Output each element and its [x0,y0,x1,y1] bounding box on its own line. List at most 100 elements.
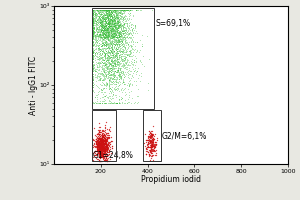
Point [109,66,113,69]
Point [96,46,101,49]
Point [131,59,136,62]
Point [110,46,114,49]
Point [101,147,106,150]
Point [114,36,118,39]
Point [98,149,103,152]
Point [101,140,106,143]
Point [102,63,107,66]
Point [108,50,113,53]
Point [117,10,122,14]
Point [118,34,122,37]
Point [122,18,126,21]
Point [102,20,107,23]
Point [94,55,99,58]
Point [116,20,121,24]
Point [109,39,114,42]
Point [113,64,118,67]
Point [107,73,112,76]
Point [111,63,116,66]
Point [117,33,122,36]
Point [100,63,105,67]
Point [98,137,102,140]
Point [118,32,123,35]
Point [117,22,122,26]
Point [117,35,122,38]
Point [105,81,110,84]
Point [152,144,157,147]
Point [115,35,120,39]
Point [117,77,122,81]
Point [97,138,101,141]
Point [92,29,97,32]
Point [97,138,102,141]
Point [102,69,106,73]
Point [108,73,113,76]
Point [103,101,108,104]
Point [90,18,95,22]
Point [103,76,108,79]
Point [118,22,123,25]
Point [99,8,104,11]
Point [101,48,106,51]
Point [108,26,112,30]
Point [109,71,113,74]
Point [104,22,109,25]
Point [121,8,126,11]
Point [90,20,95,23]
Point [103,24,108,28]
Point [121,69,125,72]
Point [106,8,111,11]
Point [98,130,103,133]
Point [122,22,126,25]
Point [128,72,132,76]
Point [107,85,112,88]
Point [100,147,105,150]
Point [109,47,114,50]
Point [97,150,102,153]
Point [108,55,113,58]
Point [107,21,112,24]
Point [114,47,119,50]
Point [94,10,99,13]
Point [90,18,95,21]
Point [99,138,103,141]
Point [103,149,107,153]
Point [109,54,113,57]
Point [109,72,113,76]
Point [107,17,112,20]
Point [148,145,153,149]
Point [115,35,119,38]
Point [116,68,121,71]
Point [100,25,105,28]
Point [105,63,110,66]
Point [125,8,130,11]
Point [103,49,107,52]
Point [101,154,106,158]
Point [109,40,113,43]
Point [98,35,103,39]
Point [115,82,120,85]
Point [103,56,108,59]
Point [92,70,97,73]
Point [90,30,95,33]
Point [97,46,102,49]
Point [110,29,115,32]
Point [109,49,114,52]
Point [109,26,114,29]
Point [98,47,103,50]
Point [107,42,112,46]
Point [100,45,104,48]
Point [111,64,116,67]
Point [119,11,124,14]
Point [105,72,110,76]
Point [137,60,142,63]
Point [106,14,110,17]
Point [104,147,109,150]
Point [98,153,103,156]
Point [130,83,135,86]
Point [148,154,153,158]
Point [103,8,108,11]
Point [102,149,107,152]
Point [99,64,104,67]
Point [148,145,153,149]
